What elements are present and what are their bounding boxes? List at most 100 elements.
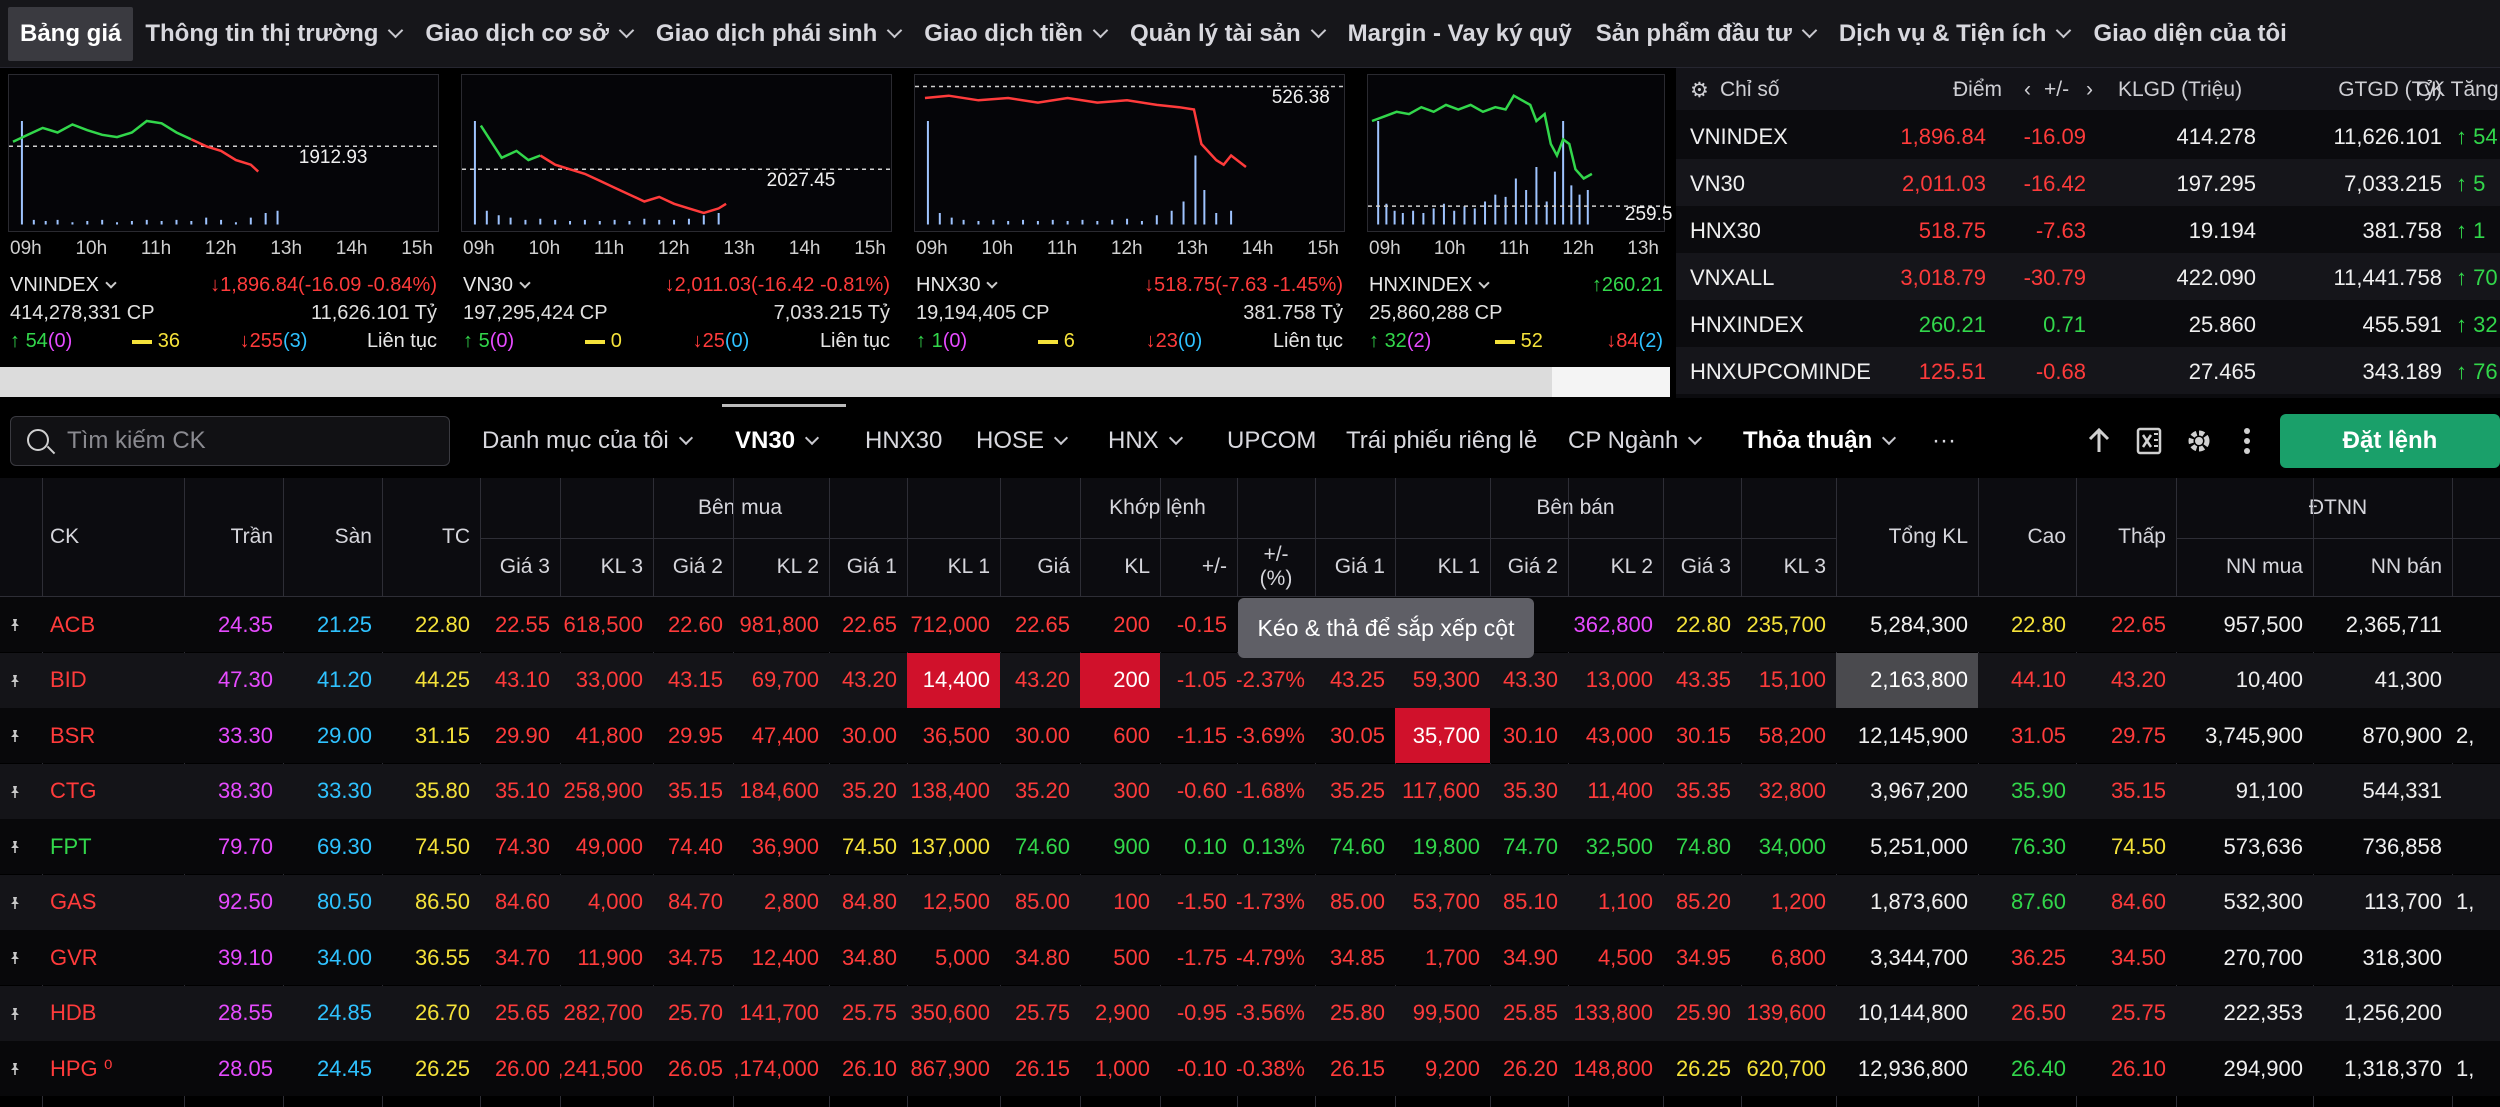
nav-item-1[interactable]: Thông tin thị trường [133, 7, 413, 61]
col-header-sv2[interactable]: KL 2 [1610, 555, 1653, 578]
col-header-b2[interactable]: Giá 2 [672, 555, 723, 578]
tab-5[interactable]: UPCOM [1227, 424, 1316, 458]
nav-item-0[interactable]: Bảng giá [8, 6, 134, 61]
tab-2[interactable]: HNX30 [865, 424, 942, 458]
table-row[interactable]: HPG ⁰ 28.05 24.45 26.25 26.00 ,241,500 26.05 ,1… [0, 1041, 2500, 1096]
nav-item-3[interactable]: Giao dịch phái sinh [644, 7, 912, 61]
col-header-nnbuy[interactable]: NN mua [2225, 555, 2303, 578]
settings-gear-icon[interactable] [2182, 424, 2216, 458]
cell-ck[interactable]: ACB [50, 611, 96, 637]
pin-cell[interactable] [0, 653, 42, 708]
nav-item-6[interactable]: Margin - Vay ký quỹ [1336, 7, 1584, 61]
cell-ck[interactable]: FPT [50, 833, 92, 859]
col-header-ceil[interactable]: Trần [230, 525, 273, 548]
scrollbar-thumb[interactable] [1552, 367, 1670, 397]
search-input[interactable] [67, 417, 437, 465]
more-vertical-icon[interactable] [2230, 424, 2264, 458]
pin-cell[interactable] [0, 764, 42, 819]
col-header-low[interactable]: Thấp [2118, 525, 2166, 548]
pin-cell[interactable] [0, 1041, 42, 1096]
cell-ck[interactable]: HDB [50, 1000, 97, 1025]
pin-cell[interactable] [0, 708, 42, 763]
pin-cell[interactable] [0, 875, 42, 930]
table-row[interactable]: CTG 38.30 33.30 35.80 35.10 258,900 35.15 184,6… [0, 763, 2500, 819]
pin-icon[interactable] [8, 729, 22, 743]
nav-item-9[interactable]: Giao diện của tôi [2081, 7, 2298, 61]
table-row[interactable]: GAS 92.50 80.50 86.50 84.60 4,000 84.70 2,800 84… [0, 874, 2500, 930]
col-header-bv1[interactable]: KL 1 [947, 555, 990, 578]
gear-icon[interactable]: ⚙ [1690, 79, 1709, 102]
col-header-total[interactable]: Tổng KL [1888, 525, 1968, 548]
pin-cell[interactable] [0, 597, 42, 652]
tab-9[interactable]: ··· [1932, 424, 1956, 458]
pin-icon[interactable] [8, 785, 22, 799]
pin-icon[interactable] [8, 1007, 22, 1021]
tab-4[interactable]: HNX [1108, 424, 1183, 458]
nav-item-2[interactable]: Giao dịch cơ sở [413, 7, 644, 61]
pin-icon[interactable] [8, 1062, 22, 1076]
horizontal-scrollbar[interactable] [0, 367, 1670, 397]
cell-ck[interactable]: BSR [50, 722, 96, 748]
mini-chart-vnindex[interactable]: 1912.93 09h 10h 11h 12h 13h 14h 15h VNINDEX ↓1,89… [0, 68, 443, 363]
chevron-right-icon[interactable]: › [2086, 78, 2093, 101]
col-header-mpct[interactable]: +/- (%) [1259, 543, 1293, 590]
pin-cell[interactable] [0, 986, 42, 1041]
tab-1[interactable]: VN30 [735, 424, 820, 458]
col-header-mv[interactable]: KL [1124, 555, 1150, 578]
cell-ck[interactable]: GVR [50, 944, 98, 970]
table-row[interactable]: HDB 28.55 24.85 26.70 25.65 282,700 25.70 141,7… [0, 985, 2500, 1041]
place-order-button[interactable]: Đặt lệnh [2280, 414, 2500, 468]
nav-item-8[interactable]: Dịch vụ & Tiện ích [1827, 7, 2082, 61]
col-header-mp[interactable]: Giá [1037, 555, 1070, 578]
col-header-s2[interactable]: Giá 2 [1507, 555, 1558, 578]
cell-ck[interactable]: BID [50, 667, 87, 692]
excel-icon[interactable] [2132, 424, 2166, 458]
mini-chart-name[interactable]: HNXINDEX [1369, 274, 1491, 297]
col-header-ref[interactable]: TC [442, 525, 470, 548]
tab-6[interactable]: Trái phiếu riêng lẻ [1346, 424, 1537, 458]
pin-icon[interactable] [8, 896, 22, 910]
mini-chart-name[interactable]: VN30 [463, 274, 531, 297]
pin-cell[interactable] [0, 930, 42, 985]
index-row-vnxall[interactable]: VNXALL 3,018.79 -30.79 422.090 11,441.758 ↑ 7… [1676, 253, 2500, 300]
table-row[interactable]: BID 47.30 41.20 44.25 43.10 33,000 43.15 69,700… [0, 652, 2500, 708]
cell-ck[interactable]: CTG [50, 778, 97, 803]
index-row-vnindex[interactable]: VNINDEX 1,896.84 -16.09 414.278 11,626.101 ↑ … [1676, 112, 2500, 159]
search-box[interactable] [10, 416, 450, 466]
col-header-nnsell[interactable]: NN bán [2370, 555, 2442, 578]
tab-0[interactable]: Danh mục của tôi [482, 424, 693, 458]
nav-item-5[interactable]: Quản lý tài sản [1118, 7, 1336, 61]
col-header-sv1[interactable]: KL 1 [1437, 555, 1480, 578]
table-row[interactable]: GVR 39.10 34.00 36.55 34.70 11,900 34.75 12,400… [0, 930, 2500, 985]
tab-8[interactable]: Thỏa thuận [1743, 424, 1897, 458]
tab-3[interactable]: HOSE [976, 424, 1069, 458]
col-header-floor[interactable]: Sàn [334, 525, 372, 548]
pin-cell[interactable] [0, 819, 42, 874]
pin-icon[interactable] [8, 618, 22, 632]
col-header-s3[interactable]: Giá 3 [1680, 555, 1731, 578]
col-header-b3[interactable]: Giá 3 [499, 555, 550, 578]
upload-icon[interactable] [2082, 424, 2116, 458]
col-header-high[interactable]: Cao [2027, 525, 2066, 548]
col-header-bv2[interactable]: KL 2 [776, 555, 819, 578]
col-header-sv3[interactable]: KL 3 [1783, 555, 1826, 578]
cell-ck[interactable]: HPG ⁰ [50, 1055, 113, 1081]
table-row[interactable]: FPT 79.70 69.30 74.50 74.30 49,000 74.40 36,900… [0, 819, 2500, 874]
col-header-b1[interactable]: Giá 1 [846, 555, 897, 578]
mini-chart-name[interactable]: HNX30 [916, 274, 999, 297]
pin-icon[interactable] [8, 840, 22, 854]
pin-icon[interactable] [8, 951, 22, 965]
chevron-left-icon[interactable]: ‹ [2024, 78, 2031, 101]
col-header-ck[interactable]: CK [50, 525, 80, 548]
index-row-hnxupcominde[interactable]: HNXUPCOMINDE 125.51 -0.68 27.465 343.189 ↑ 76… [1676, 347, 2500, 394]
mini-chart-vn30[interactable]: 2027.45 09h 10h 11h 12h 13h 14h 15h VN30 ↓2,011.0… [453, 68, 896, 363]
mini-chart-name[interactable]: VNINDEX [10, 274, 117, 297]
cell-ck[interactable]: GAS [50, 889, 97, 914]
table-row[interactable]: BSR 33.30 29.00 31.15 29.90 41,800 29.95 47,400… [0, 708, 2500, 763]
mini-chart-hnx30[interactable]: 526.38 09h 10h 11h 12h 13h 14h 15h HNX30 ↓518.75(… [906, 68, 1349, 363]
mini-chart-hnxindex[interactable]: 259.5 09h 10h 11h 12h 13h HNXINDEX ↑260.21 25,86… [1359, 68, 1672, 363]
col-header-mc[interactable]: +/- [1201, 555, 1227, 578]
